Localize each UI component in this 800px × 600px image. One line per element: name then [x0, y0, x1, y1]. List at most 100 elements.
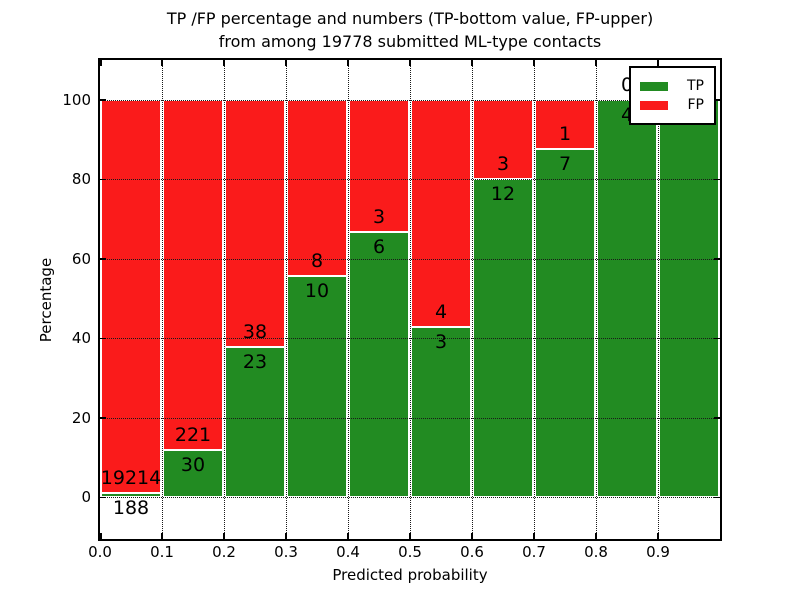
- bar-tp-segment: [411, 326, 471, 498]
- tp-count-label: 23: [242, 351, 268, 374]
- horizontal-gridline: [100, 417, 720, 419]
- vertical-gridline: [409, 60, 411, 539]
- x-tick-mark-bottom: [533, 533, 535, 539]
- x-tick-mark-top: [100, 60, 102, 66]
- legend-swatch-fp-icon: [640, 100, 668, 110]
- chart-title: TP /FP percentage and numbers (TP-bottom…: [100, 7, 720, 53]
- x-tick-mark-bottom: [409, 533, 411, 539]
- x-tick-mark-bottom: [471, 533, 473, 539]
- vertical-gridline: [285, 60, 287, 539]
- y-tick-label: 40: [71, 329, 91, 348]
- bar-tp-segment: [597, 99, 657, 498]
- y-tick-mark-left: [100, 258, 106, 260]
- fp-count-label: 1: [558, 123, 572, 146]
- x-tick-mark-top: [347, 60, 349, 66]
- x-tick-label: 0.4: [336, 543, 360, 561]
- bars-layer: [100, 60, 720, 539]
- bar-tp-segment: [101, 493, 161, 498]
- y-tick-mark-left: [100, 178, 106, 180]
- tp-count-label: 7: [558, 153, 572, 176]
- bar-tp-segment: [349, 232, 409, 498]
- tp-count-label: 12: [490, 183, 516, 206]
- horizontal-gridline: [100, 179, 720, 181]
- y-tick-label: 100: [62, 90, 91, 109]
- y-tick-label: 0: [81, 488, 91, 507]
- x-tick-mark-bottom: [657, 533, 659, 539]
- legend-entry: TP: [640, 78, 704, 94]
- vertical-gridline: [471, 60, 473, 539]
- fp-count-label: 3: [372, 206, 386, 229]
- fp-count-label: 221: [174, 423, 212, 446]
- vertical-gridline: [533, 60, 535, 539]
- bar-tp-segment: [287, 276, 347, 498]
- fp-count-label: 4: [434, 300, 448, 323]
- bar-fp-segment: [287, 99, 347, 277]
- x-tick-mark-bottom: [285, 533, 287, 539]
- tp-count-label: 30: [180, 453, 206, 476]
- x-tick-mark-top: [161, 60, 163, 66]
- x-tick-mark-top: [409, 60, 411, 66]
- y-tick-mark-right: [714, 337, 720, 339]
- tp-count-label: 10: [304, 280, 330, 303]
- bar-fp-segment: [163, 99, 223, 450]
- x-tick-label: 0.3: [274, 543, 298, 561]
- y-tick-mark-left: [100, 496, 106, 498]
- bar-fp-segment: [411, 99, 471, 327]
- legend-label-tp: TP: [687, 78, 704, 94]
- horizontal-gridline: [100, 258, 720, 260]
- x-tick-mark-bottom: [161, 533, 163, 539]
- tp-count-label: 6: [372, 236, 386, 259]
- legend-label-fp: FP: [687, 97, 705, 113]
- vertical-gridline: [595, 60, 597, 539]
- vertical-gridline: [223, 60, 225, 539]
- bar-fp-segment: [535, 99, 595, 150]
- fp-count-label: 19214: [100, 467, 162, 490]
- x-tick-mark-bottom: [223, 533, 225, 539]
- x-tick-mark-top: [285, 60, 287, 66]
- fp-count-label: 3: [496, 153, 510, 176]
- horizontal-gridline: [100, 497, 720, 499]
- legend-entry: FP: [640, 97, 704, 113]
- y-tick-mark-right: [714, 178, 720, 180]
- x-tick-mark-bottom: [100, 533, 102, 539]
- grid-layer: [100, 60, 720, 539]
- y-axis-label: Percentage: [37, 257, 55, 343]
- y-tick-label: 80: [71, 170, 91, 189]
- fp-count-label: 38: [242, 321, 268, 344]
- fp-count-label: 8: [310, 250, 324, 273]
- x-tick-label: 0.6: [460, 543, 484, 561]
- x-tick-mark-top: [223, 60, 225, 66]
- bar-tp-segment: [535, 149, 595, 498]
- y-tick-mark-left: [100, 99, 106, 101]
- bar-tp-segment: [225, 347, 285, 498]
- x-tick-label: 0.0: [88, 543, 112, 561]
- y-tick-mark-right: [714, 99, 720, 101]
- x-tick-label: 0.7: [522, 543, 546, 561]
- bar-tp-segment: [163, 449, 223, 498]
- title-line-1: TP /FP percentage and numbers (TP-bottom…: [166, 9, 654, 28]
- y-tick-mark-right: [714, 417, 720, 419]
- y-tick-mark-left: [100, 417, 106, 419]
- vertical-gridline: [657, 60, 659, 539]
- tp-count-label: 3: [434, 330, 448, 353]
- y-tick-mark-left: [100, 337, 106, 339]
- x-tick-mark-top: [657, 60, 659, 66]
- bar-fp-segment: [473, 99, 533, 180]
- title-line-2: from among 19778 submitted ML-type conta…: [218, 32, 602, 51]
- horizontal-gridline: [100, 338, 720, 340]
- y-tick-mark-right: [714, 258, 720, 260]
- x-tick-label: 0.5: [398, 543, 422, 561]
- legend: TP FP: [629, 66, 716, 125]
- vertical-gridline: [347, 60, 349, 539]
- horizontal-gridline: [100, 99, 720, 101]
- x-axis-label: Predicted probability: [332, 566, 488, 584]
- value-labels-layer: 192141882213038238103643312170403: [100, 60, 720, 539]
- bar-fp-segment: [225, 99, 285, 348]
- bar-tp-segment: [659, 99, 719, 498]
- y-tick-mark-right: [714, 496, 720, 498]
- y-tick-label: 60: [71, 249, 91, 268]
- bar-fp-segment: [101, 99, 161, 494]
- x-tick-label: 0.8: [584, 543, 608, 561]
